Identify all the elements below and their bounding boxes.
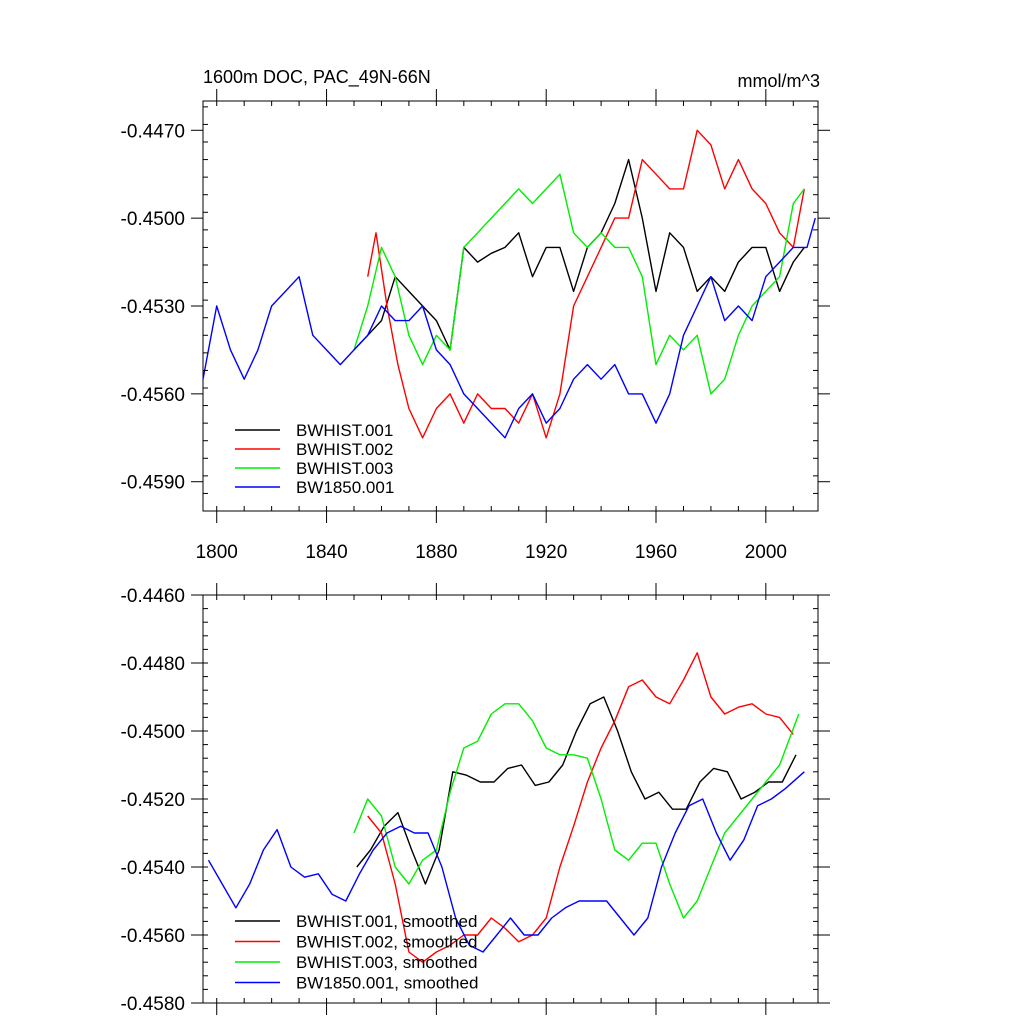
series-line-bw1850-001 bbox=[202, 217, 816, 439]
series-line-bw1850-001 bbox=[207, 771, 805, 953]
x-tick-label: 1800 bbox=[196, 542, 238, 563]
legend-label: BWHIST.001, smoothed bbox=[296, 912, 477, 931]
x-tick-label: 1880 bbox=[415, 542, 457, 563]
x-tick-label: 1960 bbox=[635, 542, 677, 563]
series-line-bwhist-002 bbox=[367, 129, 805, 439]
bottom-panel: -0.4460 -0.4480 -0.4500 -0.4520 -0.4540 -0.45… bbox=[121, 583, 830, 1015]
y-tick-label: -0.4580 bbox=[121, 994, 185, 1015]
series-line-bwhist-003 bbox=[353, 173, 805, 395]
y-tick-label: -0.4460 bbox=[121, 586, 185, 607]
legend-label: BWHIST.002, smoothed bbox=[296, 933, 477, 952]
x-tick-label: 2000 bbox=[745, 542, 787, 563]
x-tick-label: 1920 bbox=[525, 542, 567, 563]
legend-label: BW1850.001, smoothed bbox=[296, 974, 478, 993]
y-axis: -0.4460 -0.4480 -0.4500 -0.4520 -0.4540 -0.45… bbox=[121, 586, 830, 1015]
legend-label: BWHIST.002 bbox=[296, 440, 393, 459]
series-line-bwhist-002 bbox=[367, 652, 794, 963]
y-tick-label: -0.4560 bbox=[121, 926, 185, 947]
legend-item: BWHIST.001 bbox=[235, 421, 393, 440]
top-panel: 1600m DOC, PAC_49N-66N mmol/m^3 -0.4470-… bbox=[121, 67, 830, 563]
legend-item: BWHIST.003, smoothed bbox=[235, 953, 477, 972]
series-line-bwhist-001 bbox=[353, 158, 805, 351]
series-line-bwhist-003 bbox=[353, 703, 800, 919]
y-tick-label: -0.4470 bbox=[121, 121, 185, 142]
y-tick-label: -0.4480 bbox=[121, 654, 185, 675]
y-tick-label: -0.4500 bbox=[121, 722, 185, 743]
legend-item: BWHIST.003 bbox=[235, 459, 393, 478]
series-layer bbox=[207, 652, 805, 963]
y-tick-label: -0.4540 bbox=[121, 858, 185, 879]
legend-item: BW1850.001, smoothed bbox=[235, 974, 478, 993]
y-tick-label: -0.4500 bbox=[121, 209, 185, 230]
legend-item: BWHIST.002, smoothed bbox=[235, 933, 477, 952]
x-axis bbox=[216, 583, 794, 1015]
y-tick-label: -0.4560 bbox=[121, 385, 185, 406]
y-tick-label: -0.4520 bbox=[121, 790, 185, 811]
x-axis: 1800 1840 1880 1920 1960 2000 bbox=[196, 89, 794, 563]
legend-label: BW1850.001 bbox=[296, 478, 394, 497]
legend-label: BWHIST.003 bbox=[296, 459, 393, 478]
legend-item: BWHIST.002 bbox=[235, 440, 393, 459]
legend-item: BWHIST.001, smoothed bbox=[235, 912, 477, 931]
legend-label: BWHIST.003, smoothed bbox=[296, 953, 477, 972]
x-tick-label: 1840 bbox=[305, 542, 347, 563]
y-axis: -0.4470 -0.4500 -0.4530 -0.4560 -0.4590 bbox=[121, 106, 830, 512]
chart-title: 1600m DOC, PAC_49N-66N bbox=[203, 67, 431, 88]
y-tick-label: -0.4590 bbox=[121, 473, 185, 494]
legend: BWHIST.001, smoothed BWHIST.002, smoothed… bbox=[235, 912, 478, 993]
units-label: mmol/m^3 bbox=[738, 71, 820, 91]
legend-item: BW1850.001 bbox=[235, 478, 394, 497]
series-layer bbox=[202, 129, 816, 439]
series-line-bwhist-001 bbox=[356, 696, 797, 885]
y-tick-label: -0.4530 bbox=[121, 297, 185, 318]
legend-label: BWHIST.001 bbox=[296, 421, 393, 440]
